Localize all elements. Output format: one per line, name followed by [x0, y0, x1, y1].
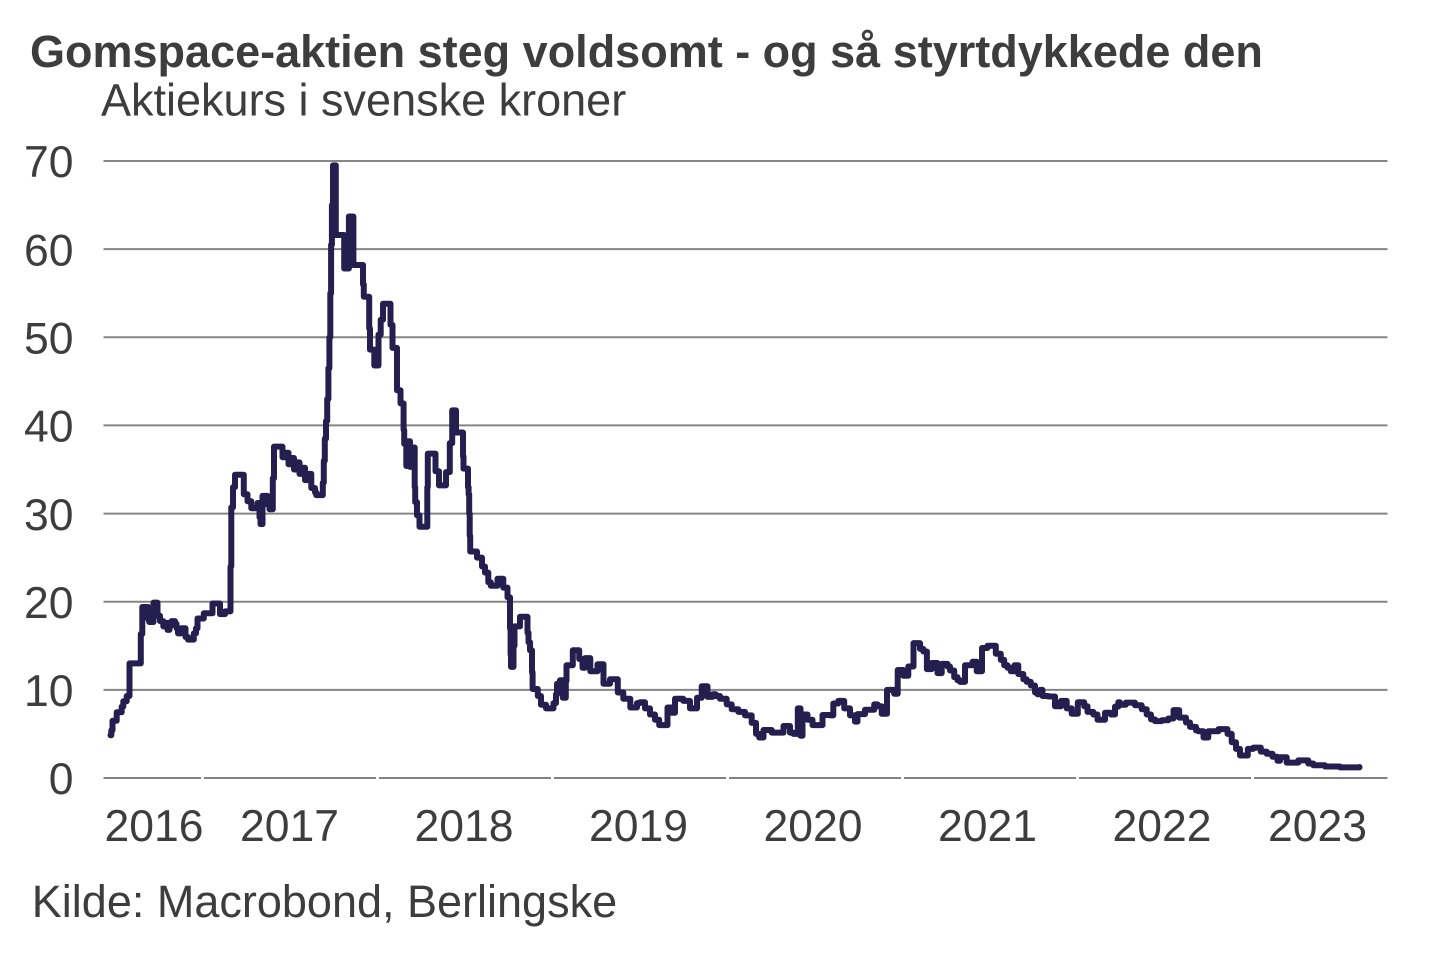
svg-text:2020: 2020: [764, 802, 863, 851]
svg-text:70: 70: [24, 138, 74, 187]
svg-text:2017: 2017: [240, 802, 339, 851]
svg-text:40: 40: [24, 403, 74, 452]
svg-text:50: 50: [24, 315, 74, 364]
svg-text:2022: 2022: [1113, 802, 1212, 851]
svg-text:Aktiekurs i svenske kroner: Aktiekurs i svenske kroner: [101, 74, 626, 125]
svg-text:30: 30: [24, 491, 74, 540]
svg-text:2018: 2018: [415, 802, 514, 851]
svg-text:20: 20: [24, 579, 74, 628]
svg-text:Kilde: Macrobond, Berlingske: Kilde: Macrobond, Berlingske: [32, 876, 617, 927]
svg-text:10: 10: [24, 667, 74, 716]
svg-text:60: 60: [24, 226, 74, 275]
svg-text:Gomspace-aktien steg voldsomt: Gomspace-aktien steg voldsomt - og så st…: [30, 26, 1263, 77]
svg-text:2023: 2023: [1268, 802, 1367, 851]
svg-text:2019: 2019: [589, 802, 688, 851]
svg-text:0: 0: [49, 755, 74, 804]
svg-text:2021: 2021: [938, 802, 1037, 851]
svg-text:2016: 2016: [105, 802, 204, 851]
